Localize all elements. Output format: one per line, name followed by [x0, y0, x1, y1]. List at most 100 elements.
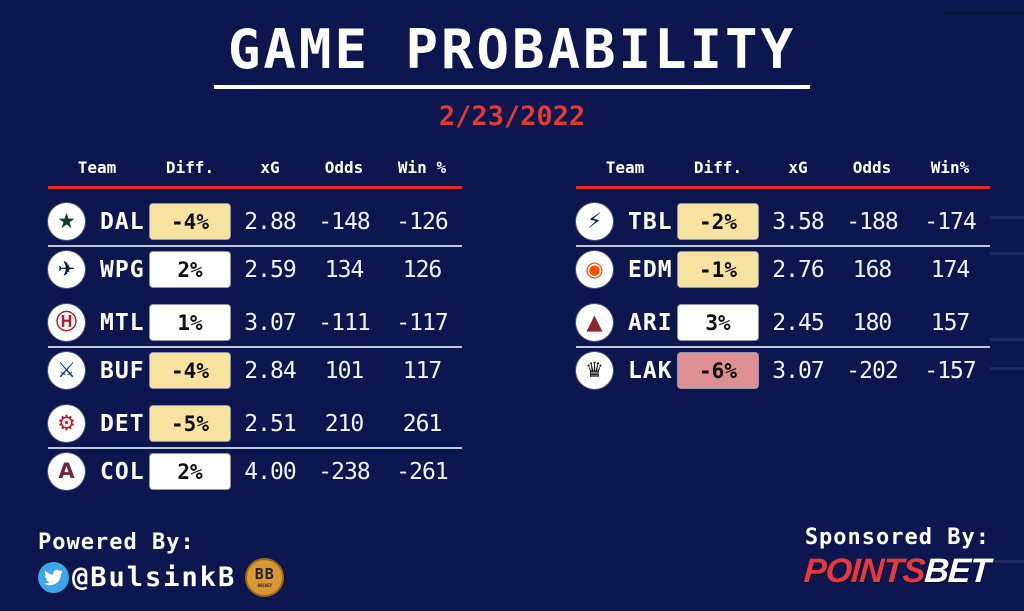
odds-value: 101 — [324, 357, 365, 384]
twitter-handle: @BulsinkB — [72, 562, 237, 593]
xg-value: 2.59 — [244, 256, 296, 283]
xg-value: 3.07 — [772, 357, 824, 384]
xg-value: 2.51 — [244, 410, 296, 437]
game-separator — [576, 244, 990, 247]
twitter-icon — [38, 562, 69, 593]
col-avalanche-logo-icon: A — [48, 453, 85, 491]
diff-badge: -5% — [150, 406, 230, 442]
diff-badge: -6% — [678, 353, 758, 389]
team-row: ▲ ARI 3% 2.45 180 157 — [576, 300, 990, 346]
left-table-header: Team Diff. xG Odds Win % — [48, 158, 462, 189]
game-group: ⚡ TBL -2% 3.58 -188 -174 ◉ EDM -1% 2.76 … — [576, 199, 990, 293]
team-row: ✈ WPG 2% 2.59 134 126 — [48, 247, 462, 293]
xg-value: 2.45 — [772, 309, 824, 336]
team-row: ⚙ DET -5% 2.51 210 261 — [48, 401, 462, 447]
odds-value: -148 — [318, 208, 370, 235]
edm-oilers-logo-icon: ◉ — [576, 251, 613, 289]
team-abbrev: COL — [100, 458, 145, 485]
odds-value: 134 — [324, 256, 365, 283]
diff-badge: -4% — [150, 353, 230, 389]
xg-value: 2.76 — [772, 256, 824, 283]
win-value: -157 — [924, 357, 976, 384]
bg-streak — [990, 367, 1024, 370]
tbl-lightning-logo-icon: ⚡ — [576, 203, 613, 241]
diff-badge: 2% — [150, 454, 230, 490]
team-abbrev: ARI — [628, 309, 673, 336]
team-row: ⚔ BUF -4% 2.84 101 117 — [48, 348, 462, 394]
column-header-diff: Diff. — [693, 157, 743, 177]
team-row: ◉ EDM -1% 2.76 168 174 — [576, 247, 990, 293]
bulsinkb-logo-icon: BB HOCKEY — [245, 558, 285, 597]
date-label: 2/23/2022 — [438, 100, 586, 132]
odds-value: -202 — [846, 357, 898, 384]
win-value: -261 — [396, 458, 448, 485]
odds-value: 210 — [324, 410, 365, 437]
lak-kings-logo-icon: ♛ — [576, 352, 613, 390]
right-game-table: Team Diff. xG Odds Win% ⚡ TBL -2% 3.58 -… — [576, 158, 990, 502]
game-separator — [48, 244, 462, 247]
xg-value: 3.07 — [244, 309, 296, 336]
column-header-win: Win % — [397, 157, 447, 177]
page-title: GAME PROBABILITY — [213, 21, 811, 89]
team-row: ⚡ TBL -2% 3.58 -188 -174 — [576, 199, 990, 245]
team-abbrev: LAK — [628, 357, 673, 384]
game-group: Ⓗ MTL 1% 3.07 -111 -117 ⚔ BUF -4% 2.84 1… — [48, 300, 462, 394]
column-header-win: Win% — [930, 157, 970, 177]
team-row: ★ DAL -4% 2.88 -148 -126 — [48, 199, 462, 245]
odds-value: -111 — [318, 309, 370, 336]
sponsored-by-block: Sponsored By: POINTSBET — [803, 525, 991, 591]
powered-by-block: Powered By: @BulsinkB BB HOCKEY — [38, 530, 285, 597]
win-value: 117 — [402, 357, 443, 384]
game-separator — [48, 345, 462, 348]
column-header-team: Team — [77, 157, 117, 177]
team-abbrev: MTL — [100, 309, 145, 336]
game-group: ▲ ARI 3% 2.45 180 157 ♛ LAK -6% 3.07 -20… — [576, 300, 990, 394]
win-value: -126 — [396, 208, 448, 235]
column-header-xg: xG — [788, 157, 808, 177]
xg-value: 3.58 — [772, 208, 824, 235]
pointsbet-logo-bet: BET — [923, 552, 992, 590]
win-value: 157 — [930, 309, 971, 336]
game-group: ★ DAL -4% 2.88 -148 -126 ✈ WPG 2% 2.59 1… — [48, 199, 462, 293]
pointsbet-logo: POINTSBET — [803, 552, 991, 591]
team-row: ♛ LAK -6% 3.07 -202 -157 — [576, 348, 990, 394]
bg-streak — [990, 252, 1024, 255]
team-row: Ⓗ MTL 1% 3.07 -111 -117 — [48, 300, 462, 346]
column-header-odds: Odds — [852, 157, 892, 177]
win-value: 126 — [402, 256, 443, 283]
xg-value: 2.88 — [244, 208, 296, 235]
column-header-diff: Diff. — [165, 157, 215, 177]
xg-value: 4.00 — [244, 458, 296, 485]
det-redwings-logo-icon: ⚙ — [48, 405, 85, 443]
sponsored-by-label: Sponsored By: — [804, 525, 990, 550]
column-header-team: Team — [605, 157, 645, 177]
diff-badge: 1% — [150, 305, 230, 341]
bg-streak — [990, 338, 1024, 341]
team-abbrev: TBL — [628, 208, 673, 235]
powered-by-label: Powered By: — [38, 530, 195, 555]
pointsbet-logo-points: POINTS — [803, 552, 927, 590]
odds-value: -238 — [318, 458, 370, 485]
game-separator — [48, 446, 462, 449]
win-value: 174 — [930, 256, 971, 283]
team-abbrev: WPG — [100, 256, 145, 283]
ari-coyotes-logo-icon: ▲ — [576, 304, 613, 342]
xg-value: 2.84 — [244, 357, 296, 384]
odds-value: 168 — [852, 256, 893, 283]
win-value: 261 — [402, 410, 443, 437]
right-table-header: Team Diff. xG Odds Win% — [576, 158, 990, 189]
odds-value: -188 — [846, 208, 898, 235]
diff-badge: -1% — [678, 252, 758, 288]
team-abbrev: EDM — [628, 256, 673, 283]
team-row: A COL 2% 4.00 -238 -261 — [48, 449, 462, 495]
diff-badge: 2% — [150, 252, 230, 288]
diff-badge: -2% — [678, 204, 758, 240]
mtl-canadiens-logo-icon: Ⓗ — [48, 304, 85, 342]
left-game-table: Team Diff. xG Odds Win % ★ DAL -4% 2.88 … — [48, 158, 462, 502]
team-abbrev: DET — [100, 410, 145, 437]
bg-streak — [990, 216, 1024, 219]
bg-streak — [994, 560, 1024, 563]
win-value: -117 — [396, 309, 448, 336]
bg-streak — [944, 12, 1024, 15]
dal-stars-logo-icon: ★ — [48, 203, 85, 241]
